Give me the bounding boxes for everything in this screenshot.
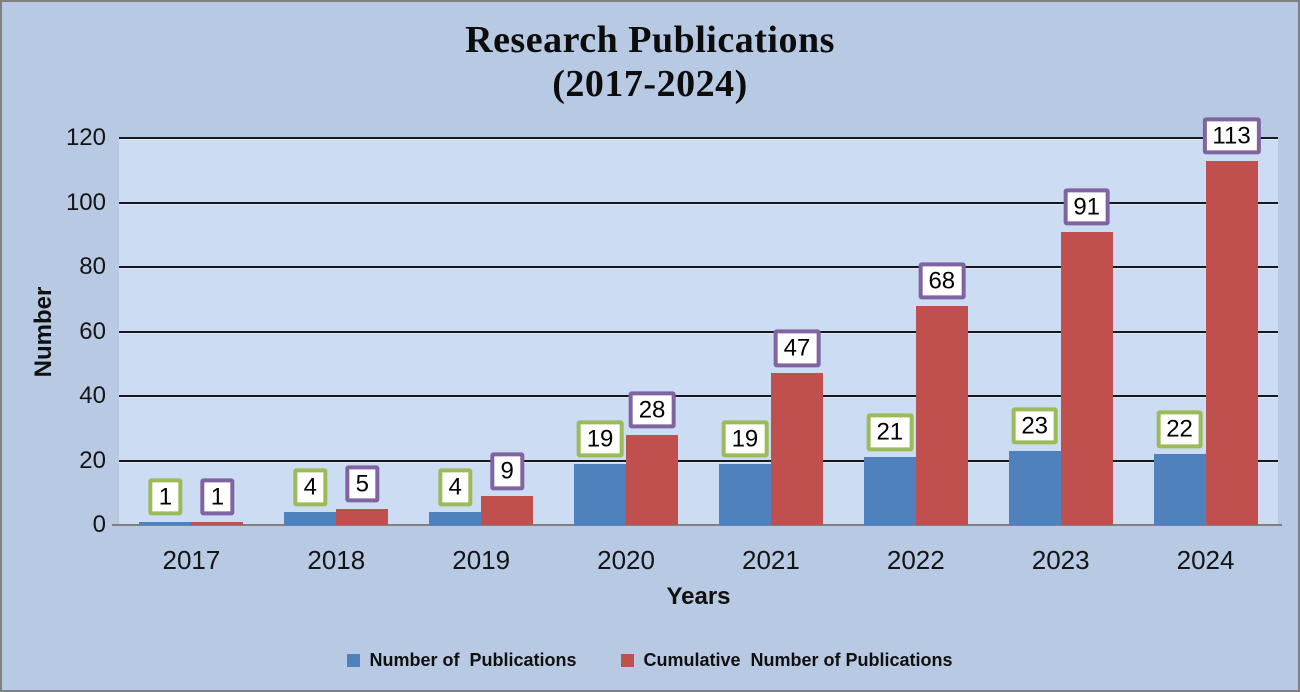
x-axis-line (112, 524, 1282, 526)
legend-swatch-cumulative (621, 653, 635, 667)
data-label-publications-2024: 22 (1156, 410, 1203, 449)
data-label-publications-2019: 4 (438, 468, 472, 507)
data-label-publications-2021: 19 (721, 420, 769, 458)
bar-cumulative-2024 (1205, 160, 1258, 525)
bar-publications-2024 (1153, 454, 1206, 525)
data-label-cumulative-2018: 5 (345, 465, 379, 503)
y-tick-label-120: 120 (65, 124, 106, 151)
chart-title-line1: Research Publications (465, 19, 835, 61)
bar-cumulative-2019 (481, 495, 534, 525)
data-label-cumulative-2021: 47 (773, 329, 821, 368)
x-tick-label-2022: 2022 (886, 545, 945, 575)
y-tick-label-20: 20 (79, 446, 106, 474)
data-label-cumulative-2020: 28 (628, 391, 676, 429)
legend-item-cumulative: Cumulative Number of Publications (621, 649, 953, 671)
bar-publications-2018 (284, 512, 337, 525)
legend-item-publications: Number of Publications (347, 650, 576, 671)
x-tick-label-2024: 2024 (1176, 545, 1235, 575)
legend: Number of Publications Cumulative Number … (2, 646, 1298, 674)
bar-publications-2023 (1008, 450, 1061, 525)
x-tick-label-2018: 2018 (307, 545, 366, 575)
bar-publications-2022 (863, 457, 916, 525)
data-label-cumulative-2023: 91 (1063, 187, 1111, 226)
data-label-cumulative-2017: 1 (200, 478, 235, 516)
gridline-60 (119, 330, 1278, 333)
data-label-cumulative-2024: 113 (1202, 116, 1261, 155)
gridline-80 (119, 266, 1278, 268)
bar-publications-2017 (139, 521, 192, 525)
y-tick-label-0: 0 (92, 511, 106, 538)
bar-cumulative-2020 (626, 434, 679, 525)
data-label-publications-2017: 1 (148, 478, 183, 516)
chart-title: Research Publications (2017-2024) (2, 18, 1298, 106)
data-label-publications-2022: 21 (866, 413, 914, 452)
bar-cumulative-2017 (191, 521, 244, 525)
bar-publications-2019 (429, 512, 482, 525)
y-tick-label-100: 100 (65, 188, 106, 216)
x-tick-label-2020: 2020 (597, 545, 655, 575)
bar-publications-2020 (574, 463, 627, 525)
data-label-publications-2020: 19 (576, 420, 624, 458)
y-tick-label-40: 40 (79, 382, 106, 409)
data-label-cumulative-2022: 68 (918, 262, 966, 300)
legend-swatch-publications (347, 653, 361, 667)
x-tick-label-2019: 2019 (452, 545, 511, 575)
data-label-cumulative-2019: 9 (490, 452, 524, 490)
gridline-120 (119, 137, 1278, 139)
x-tick-label-2023: 2023 (1031, 545, 1090, 575)
x-tick-label-2021: 2021 (742, 545, 800, 575)
bar-cumulative-2018 (336, 508, 389, 525)
gridline-20 (119, 459, 1278, 462)
bar-cumulative-2023 (1060, 231, 1113, 525)
y-tick-label-60: 60 (79, 317, 106, 345)
bar-cumulative-2021 (770, 373, 823, 525)
data-label-publications-2018: 4 (293, 468, 327, 507)
chart-title-line2: (2017-2024) (552, 63, 748, 106)
gridline-40 (119, 395, 1278, 397)
bar-cumulative-2022 (915, 305, 968, 525)
y-tick-label-80: 80 (79, 253, 106, 280)
gridline-100 (119, 201, 1278, 204)
legend-label-cumulative: Cumulative Number of Publications (643, 649, 953, 670)
x-tick-label-2017: 2017 (162, 545, 221, 575)
bar-publications-2021 (718, 463, 771, 525)
x-axis-title: Years (666, 583, 731, 610)
data-label-publications-2023: 23 (1011, 407, 1059, 445)
legend-label-publications: Number of Publications (369, 649, 577, 670)
